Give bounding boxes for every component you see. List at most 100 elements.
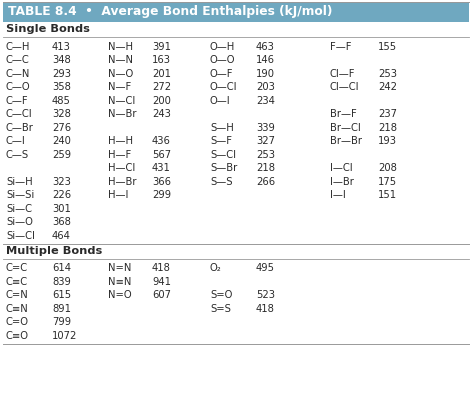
Text: C=O: C=O: [6, 317, 29, 327]
Text: 463: 463: [256, 42, 275, 52]
Text: S=O: S=O: [210, 290, 232, 300]
Text: 200: 200: [152, 96, 171, 106]
Text: 175: 175: [378, 177, 397, 187]
Text: 301: 301: [52, 204, 71, 214]
Text: 523: 523: [256, 290, 275, 300]
Text: N—F: N—F: [108, 82, 131, 92]
Text: 614: 614: [52, 263, 71, 273]
Text: I—Cl: I—Cl: [330, 163, 353, 173]
Text: 253: 253: [256, 150, 275, 160]
Text: 339: 339: [256, 123, 275, 133]
Text: N—Br: N—Br: [108, 109, 137, 119]
Text: 941: 941: [152, 277, 171, 287]
Text: 163: 163: [152, 55, 171, 65]
Text: 891: 891: [52, 304, 71, 314]
Text: O—H: O—H: [210, 42, 235, 52]
Text: O—Cl: O—Cl: [210, 82, 237, 92]
Text: C—I: C—I: [6, 136, 26, 146]
Text: Br—Br: Br—Br: [330, 136, 362, 146]
Text: 242: 242: [378, 82, 397, 92]
Text: 218: 218: [378, 123, 397, 133]
Text: N—H: N—H: [108, 42, 133, 52]
Text: 413: 413: [52, 42, 71, 52]
Text: C—F: C—F: [6, 96, 28, 106]
Text: N=O: N=O: [108, 290, 132, 300]
Text: 240: 240: [52, 136, 71, 146]
Text: H—Br: H—Br: [108, 177, 137, 187]
Bar: [3, 2, 469, 22]
Text: N=N: N=N: [108, 263, 131, 273]
Text: 203: 203: [256, 82, 275, 92]
Text: C—H: C—H: [6, 42, 30, 52]
Text: 151: 151: [378, 190, 397, 200]
Text: S=S: S=S: [210, 304, 231, 314]
Text: 366: 366: [152, 177, 171, 187]
Text: 226: 226: [52, 190, 71, 200]
Text: 358: 358: [52, 82, 71, 92]
Text: 323: 323: [52, 177, 71, 187]
Text: C—C: C—C: [6, 55, 30, 65]
Text: 464: 464: [52, 231, 71, 241]
Text: 276: 276: [52, 123, 71, 133]
Text: O₂: O₂: [210, 263, 222, 273]
Text: 201: 201: [152, 69, 171, 79]
Text: 218: 218: [256, 163, 275, 173]
Text: N—O: N—O: [108, 69, 133, 79]
Text: Single Bonds: Single Bonds: [6, 24, 90, 34]
Text: 208: 208: [378, 163, 397, 173]
Text: 243: 243: [152, 109, 171, 119]
Text: 299: 299: [152, 190, 171, 200]
Text: Si—Cl: Si—Cl: [6, 231, 35, 241]
Text: Cl—F: Cl—F: [330, 69, 356, 79]
Text: 237: 237: [378, 109, 397, 119]
Text: C≡O: C≡O: [6, 331, 29, 341]
Text: C—O: C—O: [6, 82, 31, 92]
Text: S—Br: S—Br: [210, 163, 237, 173]
Text: 155: 155: [378, 42, 397, 52]
Text: 607: 607: [152, 290, 171, 300]
Text: O—O: O—O: [210, 55, 236, 65]
Text: Multiple Bonds: Multiple Bonds: [6, 246, 102, 256]
Text: Si—Si: Si—Si: [6, 190, 34, 200]
Text: C—Br: C—Br: [6, 123, 34, 133]
Text: H—I: H—I: [108, 190, 128, 200]
Text: 146: 146: [256, 55, 275, 65]
Text: 348: 348: [52, 55, 71, 65]
Text: 418: 418: [256, 304, 275, 314]
Text: Si—C: Si—C: [6, 204, 32, 214]
Text: 391: 391: [152, 42, 171, 52]
Text: I—Br: I—Br: [330, 177, 354, 187]
Text: C—Cl: C—Cl: [6, 109, 33, 119]
Text: F—F: F—F: [330, 42, 352, 52]
Text: S—F: S—F: [210, 136, 232, 146]
Text: H—Cl: H—Cl: [108, 163, 135, 173]
Text: 190: 190: [256, 69, 275, 79]
Text: 327: 327: [256, 136, 275, 146]
Text: S—Cl: S—Cl: [210, 150, 236, 160]
Text: 1072: 1072: [52, 331, 77, 341]
Text: 418: 418: [152, 263, 171, 273]
Text: Si—H: Si—H: [6, 177, 33, 187]
Text: 266: 266: [256, 177, 275, 187]
Text: H—H: H—H: [108, 136, 133, 146]
Text: 272: 272: [152, 82, 171, 92]
Text: I—I: I—I: [330, 190, 346, 200]
Text: C≡C: C≡C: [6, 277, 28, 287]
Text: C=C: C=C: [6, 263, 28, 273]
Text: 615: 615: [52, 290, 71, 300]
Text: 431: 431: [152, 163, 171, 173]
Text: 799: 799: [52, 317, 71, 327]
Text: 485: 485: [52, 96, 71, 106]
Text: 259: 259: [52, 150, 71, 160]
Text: 567: 567: [152, 150, 171, 160]
Text: C≡N: C≡N: [6, 304, 29, 314]
Text: H—F: H—F: [108, 150, 131, 160]
Text: O—I: O—I: [210, 96, 231, 106]
Text: O—F: O—F: [210, 69, 234, 79]
Text: TABLE 8.4  •  Average Bond Enthalpies (kJ/mol): TABLE 8.4 • Average Bond Enthalpies (kJ/…: [8, 5, 332, 18]
Text: N—N: N—N: [108, 55, 133, 65]
Text: 436: 436: [152, 136, 171, 146]
Text: C—S: C—S: [6, 150, 29, 160]
Text: Br—Cl: Br—Cl: [330, 123, 361, 133]
Text: 328: 328: [52, 109, 71, 119]
